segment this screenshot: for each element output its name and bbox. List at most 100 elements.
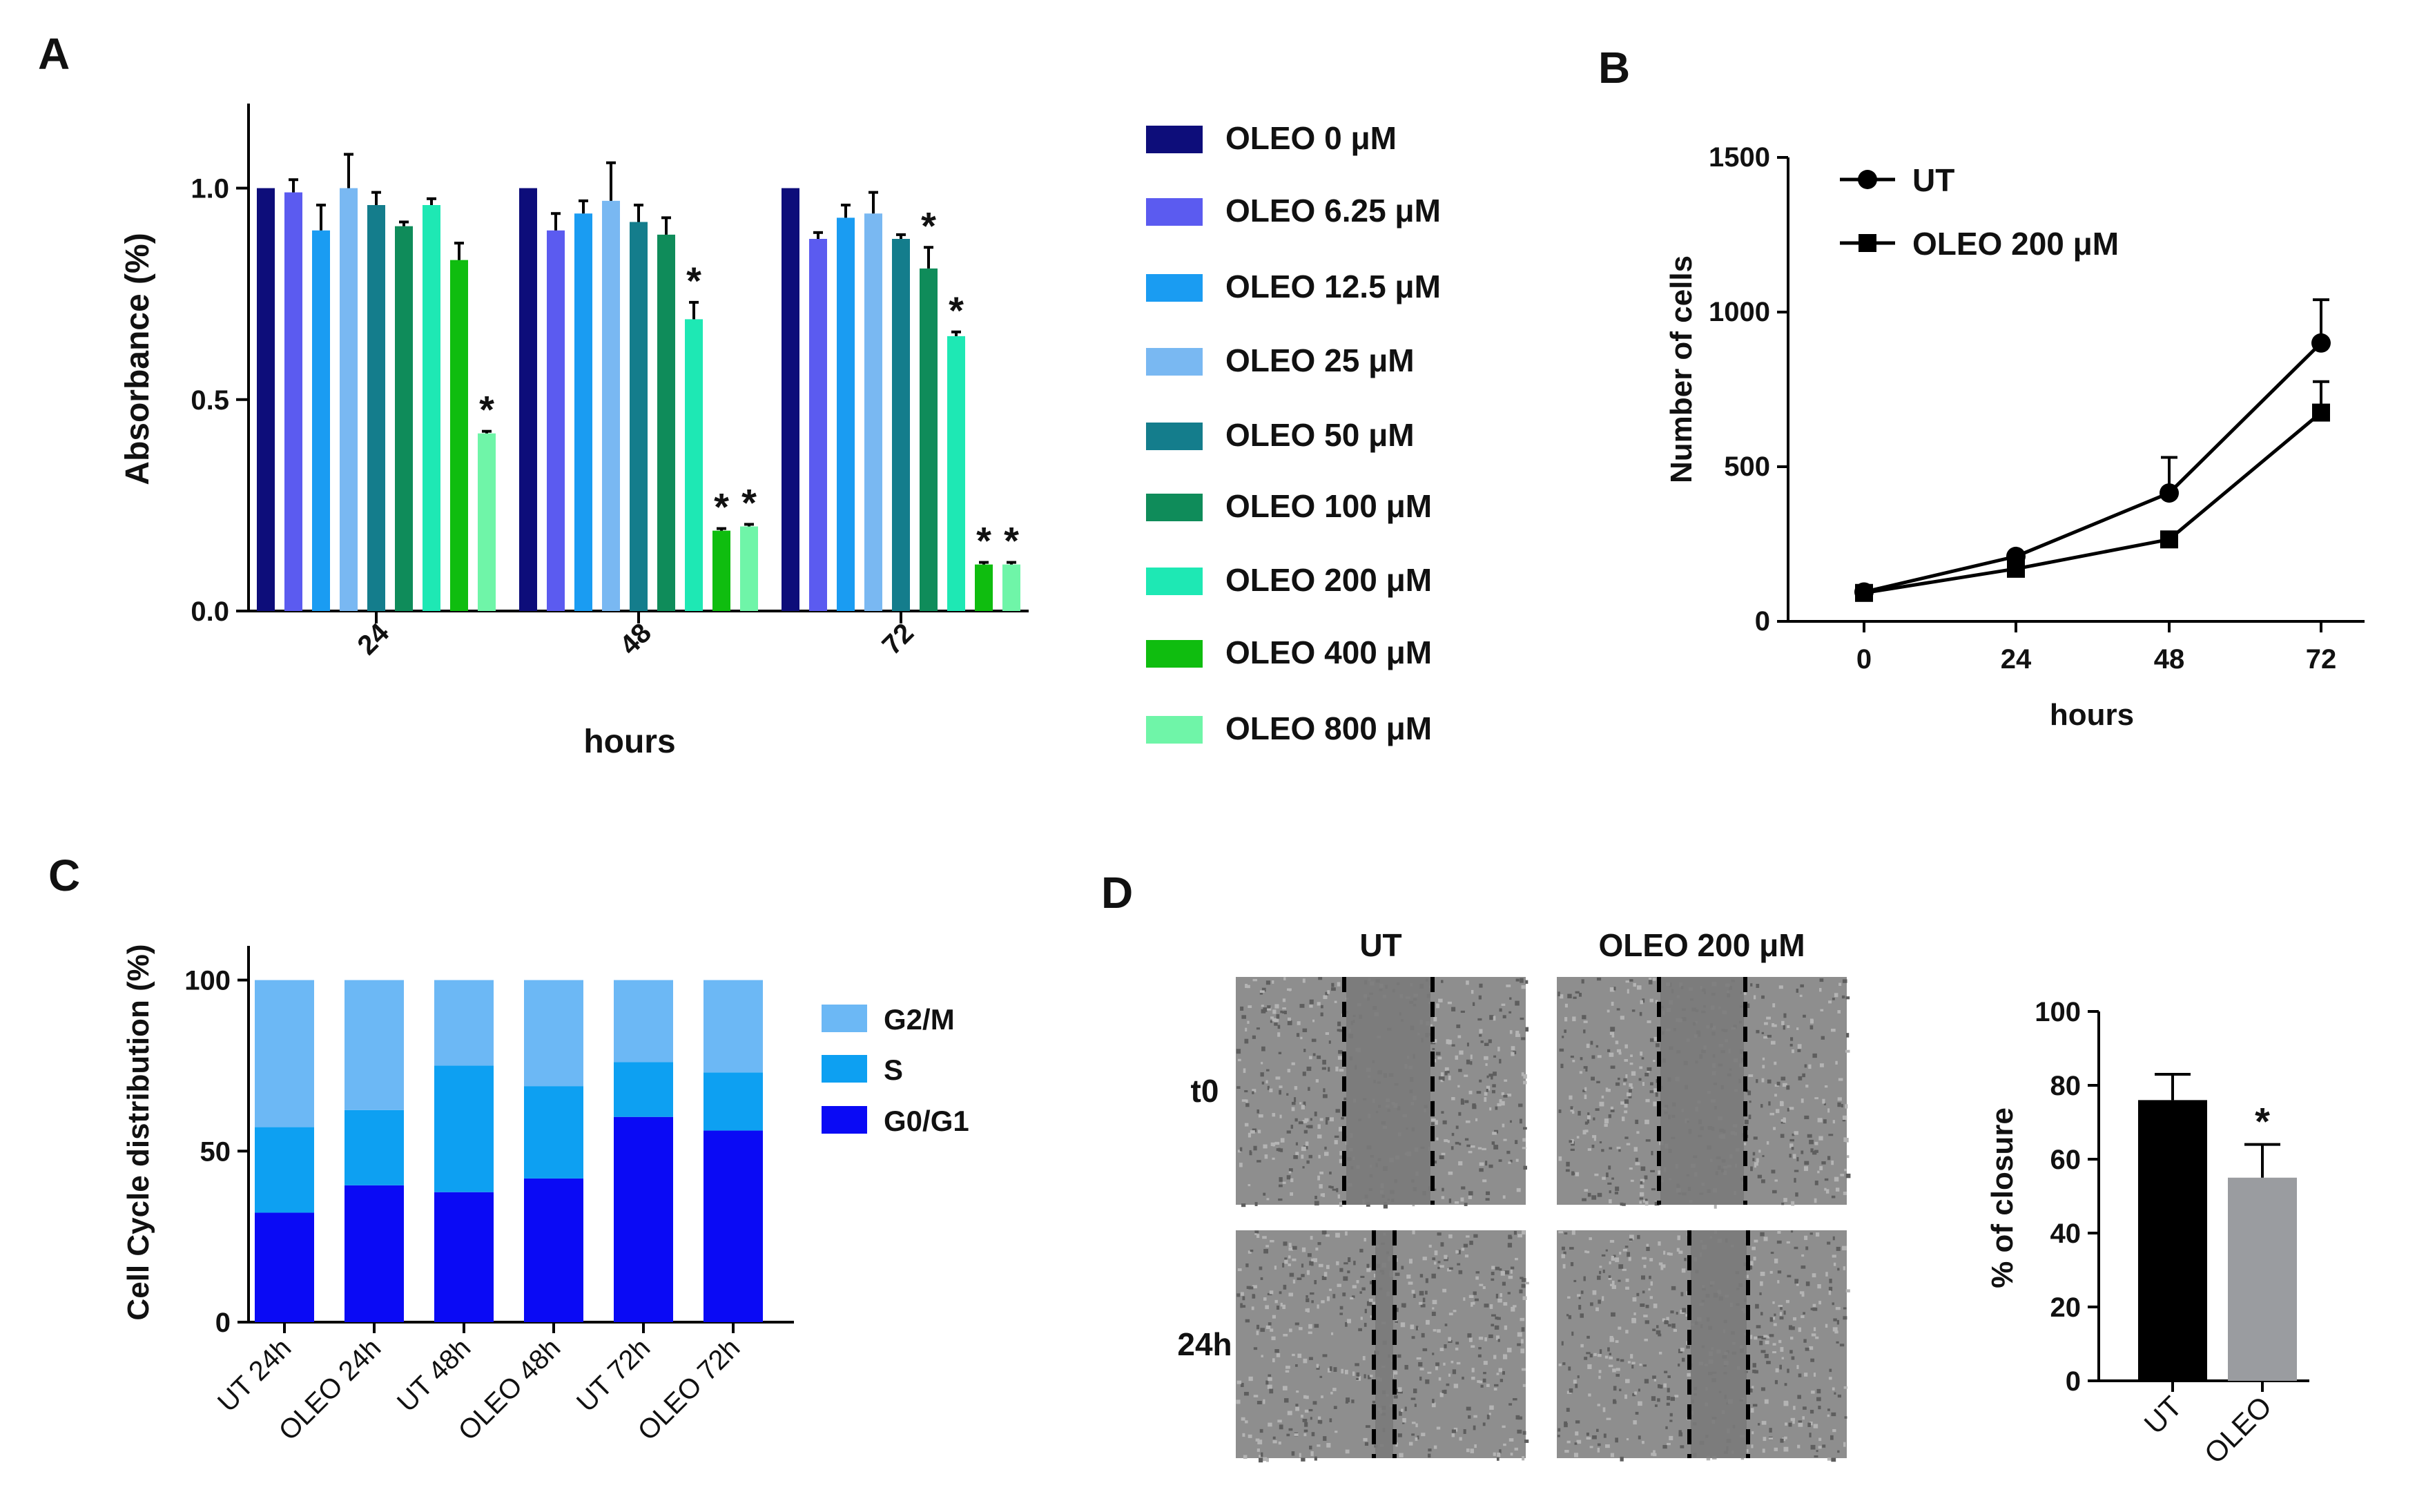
- cell-speck: [1310, 1292, 1314, 1295]
- legend-label-oleo-12-5-um: OLEO 12.5 μM: [1225, 269, 1441, 304]
- cell-speck: [1589, 1353, 1593, 1358]
- cell-speck: [1294, 1097, 1297, 1102]
- cell-speck: [1248, 1132, 1252, 1138]
- cell-speck: [1502, 1195, 1506, 1199]
- significance-marker: *: [976, 519, 991, 563]
- cell-speck: [1245, 1263, 1249, 1268]
- cell-speck: [1650, 1170, 1655, 1172]
- cell-speck: [1611, 1312, 1615, 1317]
- cell-speck: [1372, 1400, 1376, 1404]
- cell-speck: [1761, 1421, 1767, 1425]
- cell-speck: [1658, 1333, 1662, 1337]
- cell-speck: [1762, 1057, 1765, 1060]
- cell-speck: [1443, 1362, 1446, 1366]
- cell-speck: [1316, 1364, 1319, 1368]
- cell-speck: [1742, 990, 1747, 996]
- cell-speck: [1486, 1075, 1489, 1078]
- cell-speck: [1681, 1357, 1685, 1362]
- cell-speck: [1761, 995, 1765, 999]
- cell-speck: [1759, 1340, 1763, 1346]
- cell-speck: [1507, 1292, 1511, 1295]
- bar-g0-g1-ut-24h: [255, 1212, 314, 1322]
- cell-speck: [1333, 1406, 1337, 1409]
- panel-label-a: A: [38, 29, 70, 79]
- cell-speck: [1782, 1083, 1787, 1087]
- cell-speck: [1502, 1015, 1506, 1019]
- cell-speck: [1256, 1109, 1259, 1114]
- cell-speck: [1345, 1401, 1349, 1404]
- cell-speck: [1817, 1284, 1821, 1289]
- cell-speck: [1818, 988, 1822, 992]
- cell-speck: [1782, 1437, 1786, 1442]
- cell-speck: [1787, 1368, 1789, 1373]
- cell-speck: [1422, 1348, 1428, 1352]
- cell-speck: [1299, 1004, 1305, 1008]
- cell-speck: [1749, 1261, 1754, 1266]
- cell-speck: [1463, 1243, 1468, 1248]
- cell-speck: [1318, 977, 1323, 980]
- y-tick-label: 80: [2050, 1071, 2081, 1101]
- cell-speck: [1834, 1392, 1836, 1395]
- cell-speck: [1843, 1266, 1846, 1270]
- cell-speck: [1575, 1431, 1579, 1436]
- cell-speck: [1322, 1094, 1328, 1098]
- legend-swatch-oleo-200-um: [1146, 568, 1203, 595]
- cell-speck: [1639, 1011, 1642, 1016]
- cell-speck: [1457, 1263, 1461, 1266]
- cell-speck: [1833, 1318, 1837, 1321]
- cell-speck: [1278, 1051, 1282, 1055]
- cell-speck: [1497, 1103, 1502, 1107]
- cell-speck: [1262, 1457, 1268, 1462]
- cell-speck: [1263, 1399, 1265, 1404]
- bar-oleo-50-um-24h: [367, 205, 385, 611]
- cell-speck: [1609, 1147, 1613, 1150]
- cell-speck: [1280, 1148, 1283, 1152]
- cell-speck: [1317, 1134, 1322, 1138]
- legend-swatch-oleo-0-um: [1146, 126, 1203, 153]
- cell-speck: [1570, 1107, 1574, 1112]
- cell-speck: [1470, 1145, 1475, 1148]
- cell-speck: [1283, 1284, 1287, 1290]
- cell-speck: [1640, 1166, 1646, 1171]
- cell-speck: [1623, 1083, 1626, 1085]
- cell-speck: [1586, 1043, 1590, 1048]
- cell-speck: [1486, 1085, 1491, 1091]
- cell-speck: [1479, 1079, 1482, 1083]
- cell-speck: [1805, 1281, 1810, 1286]
- cell-speck: [1364, 1374, 1366, 1379]
- cell-speck: [1609, 1336, 1613, 1341]
- legend-label-oleo-6-25-um: OLEO 6.25 μM: [1225, 193, 1441, 229]
- cell-speck: [1275, 1076, 1281, 1080]
- bar-g0-g1-oleo-24h: [345, 1185, 404, 1322]
- cell-speck: [1415, 1326, 1419, 1330]
- cell-speck: [1653, 1377, 1657, 1382]
- cell-speck: [1843, 1442, 1846, 1447]
- cell-speck: [1307, 1253, 1312, 1257]
- cell-speck: [1760, 1232, 1765, 1237]
- cell-speck: [1624, 1110, 1628, 1114]
- cell-speck: [1829, 1368, 1832, 1373]
- cell-speck: [1520, 1339, 1524, 1344]
- cell-speck: [1639, 1066, 1643, 1069]
- cell-speck: [1845, 1033, 1850, 1038]
- cell-speck: [1789, 1138, 1795, 1142]
- cell-speck: [1655, 1043, 1660, 1047]
- cell-speck: [1758, 1150, 1761, 1153]
- cell-speck: [1643, 1264, 1647, 1268]
- cell-speck: [1575, 1384, 1578, 1388]
- cell-speck: [1629, 1167, 1633, 1170]
- y-tick-label: 60: [2050, 1145, 2081, 1175]
- cell-speck: [1578, 1297, 1581, 1299]
- cell-speck: [1339, 1268, 1343, 1272]
- cell-speck: [1610, 1106, 1613, 1111]
- cell-speck: [1364, 1238, 1366, 1242]
- cell-speck: [1794, 1246, 1798, 1250]
- cell-speck: [1841, 1104, 1843, 1107]
- cell-speck: [1459, 1050, 1464, 1055]
- cell-speck: [1573, 1279, 1577, 1283]
- bar-g0-g1-oleo-72h: [703, 1130, 763, 1322]
- cell-speck: [1845, 1138, 1849, 1143]
- cell-speck: [1842, 979, 1847, 983]
- cell-speck: [1446, 1383, 1450, 1386]
- cell-speck: [1667, 1396, 1671, 1400]
